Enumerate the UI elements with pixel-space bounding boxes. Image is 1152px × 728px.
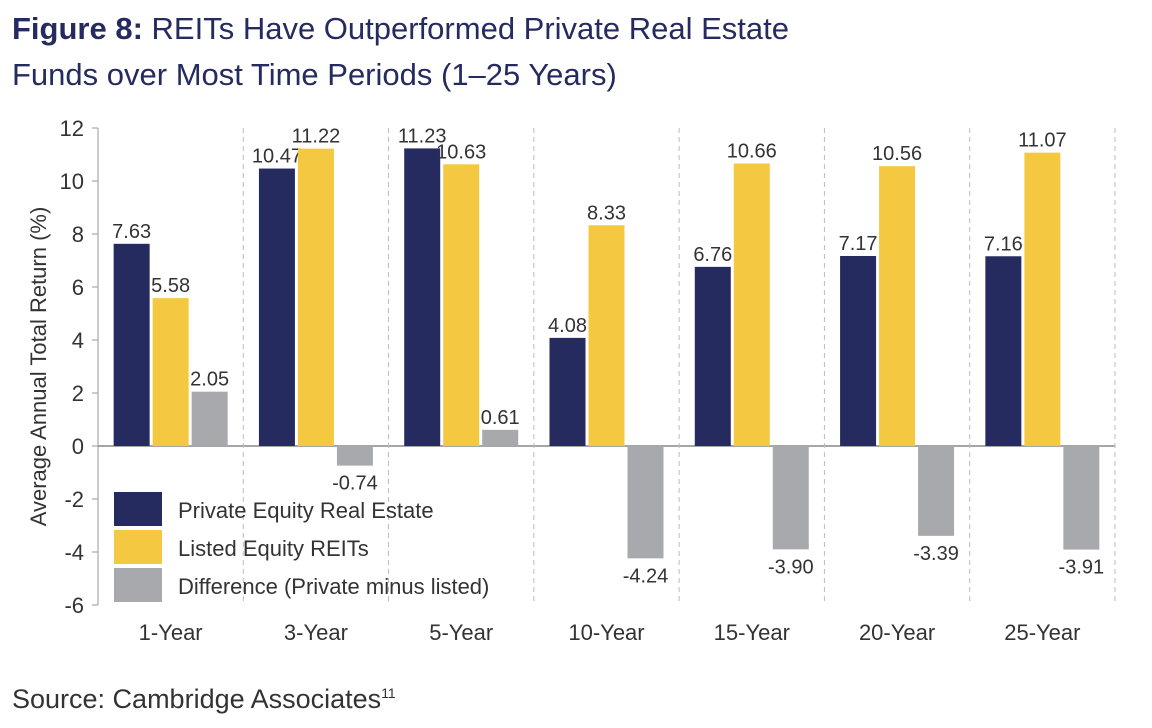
bar xyxy=(772,446,809,550)
title-line-2: Funds over Most Time Periods (1–25 Years… xyxy=(12,57,617,92)
y-tick-label: -6 xyxy=(64,593,84,618)
x-tick-label: 5-Year xyxy=(429,620,493,645)
y-tick-label: 6 xyxy=(72,275,84,300)
y-axis-title: Average Annual Total Return (%) xyxy=(26,207,51,527)
title-line-1: REITs Have Outperformed Private Real Est… xyxy=(151,11,790,46)
y-tick-label: 8 xyxy=(72,222,84,247)
bar xyxy=(297,148,334,447)
bar xyxy=(336,446,373,466)
y-tick-label: -4 xyxy=(64,540,84,565)
bar xyxy=(840,255,877,446)
bar-chart: 12 10 8 6 4 2 0 -2 -4 -6 Average Annual Total Retu… xyxy=(26,116,1116,645)
bar xyxy=(404,148,441,446)
data-label: 11.22 xyxy=(292,126,341,148)
data-label: 6.76 xyxy=(693,244,732,266)
bar xyxy=(879,166,916,446)
data-label: -3.39 xyxy=(913,543,959,565)
x-tick-label: 1-Year xyxy=(139,620,203,645)
bar xyxy=(627,446,664,559)
bar xyxy=(733,163,770,446)
legend-label: Listed Equity REITs xyxy=(178,536,369,561)
y-tick-label: 10 xyxy=(60,169,84,194)
bar xyxy=(152,298,189,446)
data-label: 7.17 xyxy=(839,233,878,255)
legend-label: Private Equity Real Estate xyxy=(178,498,434,523)
data-label: -0.74 xyxy=(332,473,378,495)
bar xyxy=(1024,152,1061,446)
bar xyxy=(482,429,519,446)
data-label: 10.66 xyxy=(727,141,777,163)
data-label: 10.56 xyxy=(872,143,922,165)
bar xyxy=(588,225,625,446)
legend-swatch xyxy=(114,568,162,602)
data-label: 5.58 xyxy=(151,275,190,297)
data-label: 10.47 xyxy=(252,146,302,168)
data-label: -4.24 xyxy=(623,565,669,587)
bar xyxy=(985,256,1022,446)
data-label: 7.63 xyxy=(112,221,151,243)
data-label: 10.63 xyxy=(436,141,486,163)
data-label: 0.61 xyxy=(481,407,520,429)
data-label: -3.90 xyxy=(768,556,814,578)
bar xyxy=(191,391,228,446)
x-tick-label: 25-Year xyxy=(1004,620,1080,645)
bar xyxy=(258,168,295,447)
legend-swatch xyxy=(114,530,162,564)
source-note: Source: Cambridge Associates11 xyxy=(12,684,396,715)
x-tick-label: 3-Year xyxy=(284,620,348,645)
chart-title: Figure 8: REITs Have Outperformed Privat… xyxy=(12,6,789,98)
bar xyxy=(549,337,586,446)
source-text: Source: Cambridge Associates xyxy=(12,684,382,714)
bar xyxy=(1063,446,1100,550)
data-label: 4.08 xyxy=(548,315,587,337)
bar xyxy=(443,164,480,446)
x-tick-label: 10-Year xyxy=(568,620,644,645)
data-label: 11.07 xyxy=(1018,130,1067,152)
y-tick-label: 12 xyxy=(60,116,84,141)
data-label: 8.33 xyxy=(587,202,626,224)
footnote-marker: 11 xyxy=(381,685,396,701)
bar xyxy=(918,446,955,536)
legend-label: Difference (Private minus listed) xyxy=(178,574,489,599)
y-tick-label: 2 xyxy=(72,381,84,406)
data-label: 2.05 xyxy=(190,369,229,391)
data-label: 11.23 xyxy=(398,125,447,147)
y-tick-label: -2 xyxy=(64,487,84,512)
x-tick-label: 20-Year xyxy=(859,620,935,645)
data-label: 7.16 xyxy=(984,233,1023,255)
x-tick-label: 15-Year xyxy=(714,620,790,645)
bar xyxy=(694,266,731,446)
y-tick-label: 4 xyxy=(72,328,84,353)
y-tick-label: 0 xyxy=(72,434,84,459)
bar xyxy=(113,243,150,446)
figure-number: Figure 8: xyxy=(12,11,143,46)
legend-swatch xyxy=(114,492,162,526)
data-label: -3.91 xyxy=(1059,557,1105,579)
